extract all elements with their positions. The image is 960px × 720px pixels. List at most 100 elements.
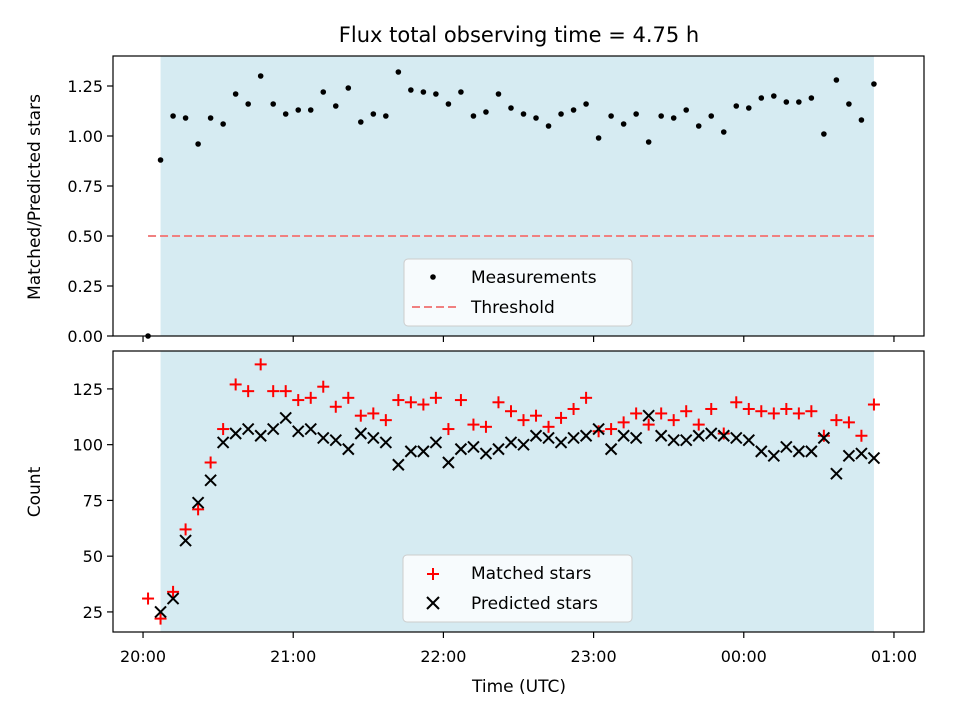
predicted-star-point [642, 409, 655, 422]
x-tick-label: 23:00 [571, 647, 617, 666]
predicted-star-point [705, 427, 718, 440]
matched-star-point [730, 396, 743, 409]
bottom-panel: 25 50 75 100 125 20:00 21:00 22:00 23:00 00:00 01… [25, 350, 925, 697]
predicted-star-point [479, 447, 493, 460]
measurement-point [520, 111, 527, 117]
y-tick-label: 125 [72, 380, 103, 399]
matched-star-point [392, 394, 405, 407]
predicted-star-point [792, 445, 806, 458]
measurement-point [633, 111, 639, 117]
matched-star-point [142, 592, 155, 605]
measurement-point [758, 95, 765, 101]
measurement-point [383, 113, 389, 119]
matched-star-point [329, 400, 342, 413]
bottom-y-axis-label: Count [25, 466, 45, 517]
predicted-star-point [254, 429, 267, 442]
top-axes-frame [112, 55, 925, 337]
x-axis-label: Time (UTC) [471, 677, 566, 697]
x-tick-label: 00:00 [721, 647, 767, 666]
matched-star-point [792, 407, 805, 420]
bottom-legend: Matched stars Predicted stars [402, 554, 633, 623]
measurement-point [833, 77, 840, 83]
predicted-star-point [742, 433, 755, 447]
matched-star-point [642, 418, 655, 431]
legend-matched-label: Matched stars [471, 564, 591, 584]
bottom-y-axis: 25 50 75 100 125 [72, 380, 113, 622]
matched-star-point [867, 398, 880, 411]
predicted-star-point [842, 449, 856, 463]
matched-star-point [567, 402, 580, 415]
matched-star-point [292, 394, 305, 407]
matched-star-point [404, 396, 417, 409]
x-tick-label: 22:00 [420, 647, 466, 666]
matched-star-point [830, 414, 843, 427]
matched-star-point [167, 585, 180, 598]
predicted-star-point [542, 431, 555, 445]
predicted-star-point [617, 429, 630, 442]
measurement-point [720, 129, 727, 135]
legend-threshold-label: Threshold [470, 298, 555, 318]
predicted-star-point [579, 429, 593, 442]
measurement-point [708, 113, 715, 119]
predicted-star-point [329, 433, 342, 447]
measurement-point [670, 115, 677, 121]
predicted-star-point [629, 431, 643, 445]
measurement-point [771, 93, 777, 99]
matched-star-point [179, 523, 192, 536]
matched-star-point [479, 420, 492, 433]
predicted-star-point [392, 458, 405, 471]
predicted-star-point [730, 431, 743, 445]
matched-star-point [542, 420, 555, 433]
bottom-x-axis: 20:00 21:00 22:00 23:00 00:00 01:00 [120, 632, 917, 666]
predicted-star-point [266, 422, 280, 436]
predicted-star-point [442, 456, 455, 469]
y-tick-label: 75 [83, 491, 103, 510]
matched-star-point [242, 385, 255, 398]
matched-star-point [204, 456, 217, 469]
predicted-star-point [780, 440, 793, 454]
measurement-point [533, 115, 539, 121]
measurement-point [358, 119, 364, 125]
measurement-point [470, 113, 477, 119]
matched-star-point [429, 391, 442, 404]
matched-star-point [755, 405, 768, 418]
matched-star-point [192, 503, 205, 516]
matched-star-point [229, 378, 242, 391]
predicted-star-point [867, 451, 881, 465]
matched-star-point [842, 416, 855, 429]
matched-star-point [680, 405, 693, 418]
measurement-point [207, 115, 214, 121]
matched-star-point [692, 418, 705, 431]
matched-star-point [354, 409, 367, 422]
predicted-star-point [166, 592, 180, 605]
measurement-point [420, 89, 427, 95]
predicted-star-point [654, 429, 668, 442]
matched-star-point [504, 405, 517, 418]
measurement-point [307, 107, 314, 113]
predicted-star-point [417, 445, 430, 458]
y-tick-label: 0.00 [67, 327, 103, 346]
predicted-star-point [692, 429, 705, 442]
legend-measurements-marker [430, 274, 436, 280]
measurement-point [745, 105, 752, 111]
matched-star-point [717, 427, 730, 440]
matched-star-point [855, 429, 868, 442]
measurement-point [257, 73, 264, 79]
predicted-star-point [404, 445, 418, 458]
matched-star-point [742, 402, 755, 415]
matched-star-point [442, 423, 455, 436]
predicted-star-point [216, 436, 230, 449]
top-panel: 0.00 0.25 0.50 0.75 1.00 1.25 Matched/Predict… [25, 55, 925, 346]
matched-star-point [317, 380, 330, 393]
matched-star-point [417, 398, 430, 411]
measurement-point [846, 101, 852, 107]
measurement-point [408, 87, 414, 93]
x-tick-label: 21:00 [270, 647, 316, 666]
matched-star-point [154, 612, 167, 625]
chart-title: Flux total observing time = 4.75 h [339, 23, 699, 47]
predicted-star-point [517, 438, 530, 451]
top-legend: Measurements Threshold [403, 258, 633, 327]
measurement-point [658, 113, 664, 119]
predicted-star-point [317, 431, 330, 445]
